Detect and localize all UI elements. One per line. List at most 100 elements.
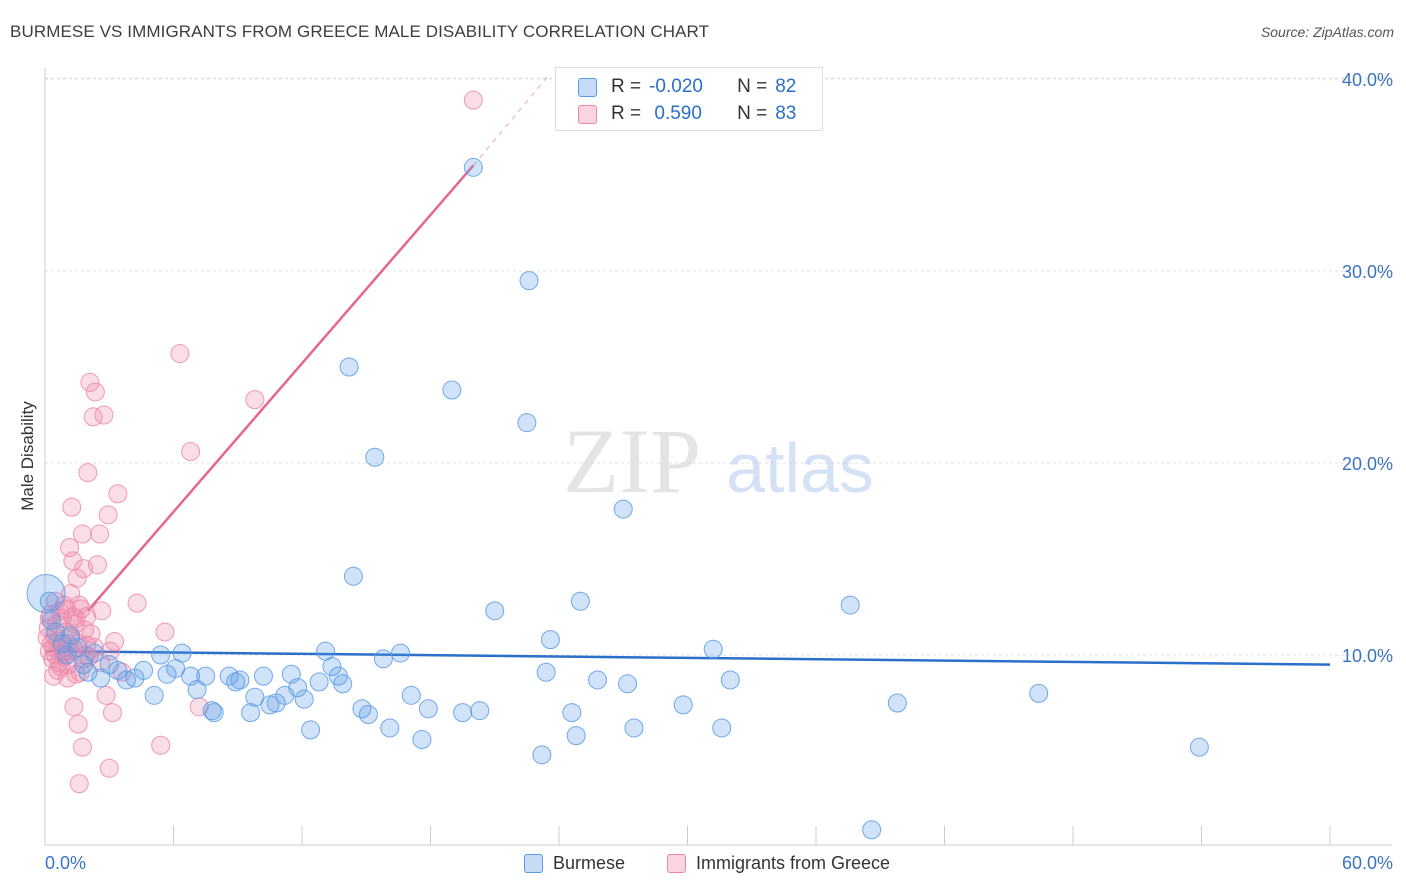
r-value: 0.590 — [649, 103, 702, 124]
burmese-point — [260, 695, 280, 715]
burmese-point — [204, 703, 224, 723]
greece-point — [463, 90, 483, 110]
greece-point — [44, 666, 64, 686]
y-tick-label: 40.0% — [1342, 70, 1393, 90]
series-legend: Burmese Immigrants from Greece — [0, 851, 1406, 879]
burmese-trend-line — [44, 649, 1331, 666]
greece-point — [94, 405, 114, 425]
burmese-swatch-icon — [578, 77, 597, 97]
burmese-point — [61, 626, 81, 646]
greece-point — [98, 505, 118, 525]
r-label: R = — [611, 103, 642, 124]
burmese-point — [673, 695, 693, 715]
burmese-point — [84, 643, 104, 663]
greece-point — [127, 593, 147, 613]
burmese-point — [588, 670, 608, 690]
burmese-point — [301, 720, 321, 740]
greece-point — [64, 697, 84, 717]
burmese-point — [196, 666, 216, 686]
burmese-point — [720, 670, 740, 690]
burmese-point — [566, 726, 586, 746]
n-value: 82 — [775, 76, 797, 97]
burmese-point — [39, 591, 59, 611]
greece-point — [57, 668, 77, 688]
burmese-point — [78, 662, 98, 682]
greece-point — [102, 703, 122, 723]
burmese-point — [840, 595, 860, 615]
greece-point — [78, 463, 98, 483]
greece-point — [99, 758, 119, 778]
greece-trend-line — [86, 164, 475, 612]
burmese-point — [172, 643, 192, 663]
greece-point — [68, 714, 88, 734]
burmese-point — [463, 157, 483, 177]
greece-point — [87, 555, 107, 575]
legend-label-burmese: Burmese — [553, 853, 626, 873]
r-value: -0.020 — [649, 76, 703, 97]
watermark: ZIP atlas — [563, 410, 874, 512]
burmese-point — [91, 668, 111, 688]
burmese-point — [358, 705, 378, 725]
burmese-point — [26, 574, 66, 614]
burmese-point — [517, 413, 537, 433]
burmese-point — [134, 660, 154, 680]
greece-point — [62, 497, 82, 517]
burmese-point — [418, 699, 438, 719]
points-layer — [26, 90, 1209, 840]
burmese-point — [187, 680, 207, 700]
burmese-point — [46, 622, 66, 642]
legend-row-burmese: R = -0.020 N = 82 — [578, 74, 796, 100]
burmese-point — [453, 703, 473, 723]
greece-point — [90, 524, 110, 544]
greece-point — [80, 372, 100, 392]
burmese-point — [56, 645, 76, 665]
axis-lines — [44, 68, 1392, 846]
burmese-point — [613, 499, 633, 519]
burmese-point — [712, 718, 732, 738]
burmese-point — [532, 745, 552, 765]
burmese-point — [412, 729, 432, 749]
burmese-point — [241, 703, 261, 723]
source-credit: Source: ZipAtlas.com — [1260, 24, 1394, 40]
burmese-point — [562, 703, 582, 723]
gridlines — [45, 77, 1392, 656]
greece-point — [72, 737, 92, 757]
burmese-point — [401, 685, 421, 705]
burmese-point — [536, 662, 556, 682]
y-tick-label: 10.0% — [1342, 646, 1393, 666]
burmese-legend-icon — [524, 854, 543, 873]
burmese-point — [343, 566, 363, 586]
greece-point — [69, 774, 89, 794]
greece-trend-extension — [472, 72, 551, 166]
n-label: N = — [737, 103, 768, 124]
legend-label-greece: Immigrants from Greece — [696, 853, 891, 873]
burmese-point — [339, 357, 359, 377]
greece-point — [63, 551, 83, 571]
burmese-point — [288, 678, 308, 698]
greece-point — [72, 524, 92, 544]
burmese-point — [618, 674, 638, 694]
burmese-point — [570, 591, 590, 611]
burmese-point — [624, 718, 644, 738]
burmese-point — [442, 380, 462, 400]
greece-swatch-icon — [578, 104, 597, 124]
burmese-point — [391, 643, 411, 663]
greece-legend-icon — [667, 854, 686, 873]
trend-lines — [44, 72, 1331, 666]
burmese-point — [322, 657, 342, 677]
n-label: N = — [737, 76, 768, 97]
greece-point — [105, 632, 125, 652]
burmese-point — [245, 687, 265, 707]
burmese-point — [253, 666, 273, 686]
greece-point — [108, 484, 128, 504]
y-tick-label: 30.0% — [1342, 262, 1393, 282]
greece-point — [85, 382, 105, 402]
x-tick-label: 0.0% — [45, 853, 86, 873]
greece-point — [181, 441, 201, 461]
burmese-point — [1189, 737, 1209, 757]
tick-labels: 10.0% 20.0% 30.0% 40.0% 0.0% 60.0% — [45, 70, 1393, 873]
greece-point — [96, 685, 116, 705]
greece-point — [55, 622, 75, 642]
burmese-point — [519, 271, 539, 291]
